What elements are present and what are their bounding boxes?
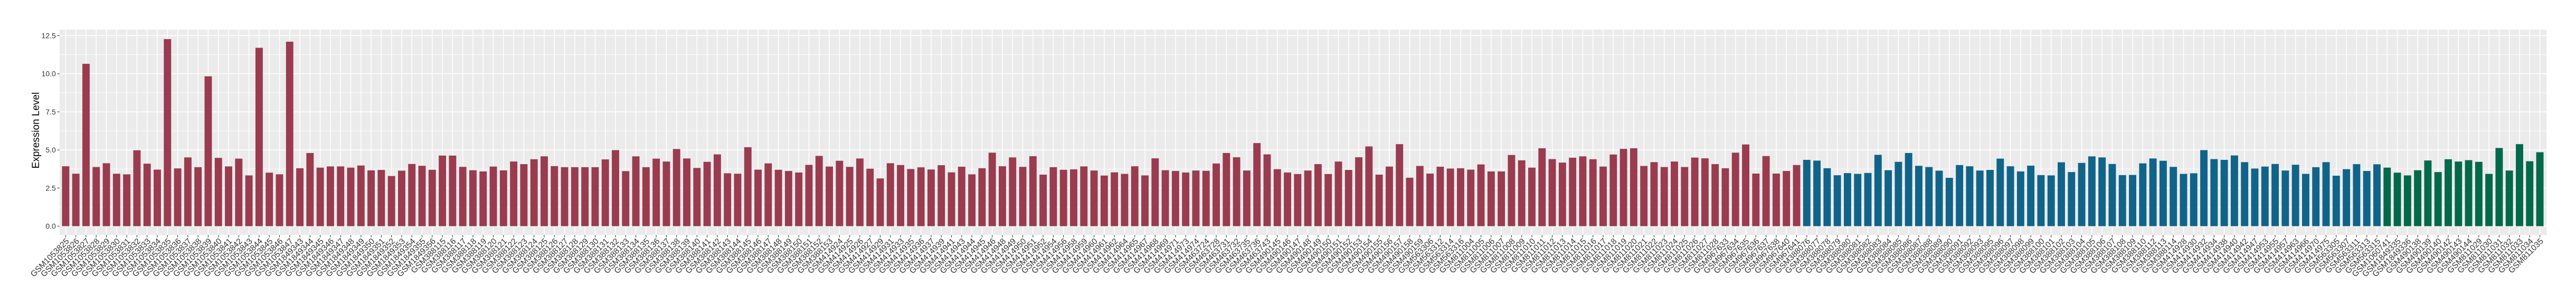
svg-text:7.5: 7.5 — [45, 108, 56, 116]
svg-text:5.0: 5.0 — [45, 146, 56, 154]
svg-text:10.0: 10.0 — [42, 70, 56, 78]
svg-text:Expression Level: Expression Level — [31, 92, 42, 169]
svg-text:12.5: 12.5 — [42, 31, 56, 40]
svg-text:2.5: 2.5 — [45, 184, 56, 192]
svg-text:0.0: 0.0 — [45, 222, 56, 231]
